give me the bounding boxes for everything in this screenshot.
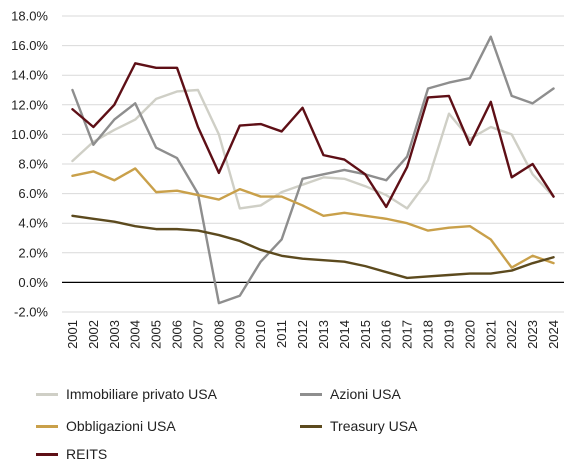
x-tick-label: 2013 bbox=[316, 320, 331, 349]
series-line-1 bbox=[71, 35, 555, 305]
legend-label: Immobiliare privato USA bbox=[66, 386, 217, 402]
x-tick-label: 2004 bbox=[128, 320, 143, 349]
x-tick-label: 2024 bbox=[546, 320, 561, 349]
y-tick-label: 10.0% bbox=[11, 127, 48, 142]
y-tick-label: 12.0% bbox=[11, 97, 48, 112]
legend-item: Azioni USA bbox=[300, 386, 401, 402]
legend-swatch bbox=[300, 392, 322, 396]
chart-plot: -2.0% 0.0% 2.0% 4.0% 6.0% 8.0% 10.0% 12.0% 14.0%… bbox=[11, 9, 564, 349]
legend-label: REITS bbox=[66, 446, 108, 462]
y-tick-label: 4.0% bbox=[18, 216, 48, 231]
legend-label: Treasury USA bbox=[330, 418, 418, 434]
x-tick-label: 2001 bbox=[65, 320, 80, 349]
chart-legend: Immobiliare privato USA Azioni USA Obbliga… bbox=[0, 376, 580, 471]
legend-item: Obbligazioni USA bbox=[36, 418, 176, 434]
series-line-3 bbox=[71, 214, 555, 280]
y-tick-label: 0.0% bbox=[18, 275, 48, 290]
x-tick-label: 2020 bbox=[462, 320, 477, 349]
x-tick-label: 2019 bbox=[441, 320, 456, 349]
x-tick-label: 2014 bbox=[337, 320, 352, 349]
legend-item: Treasury USA bbox=[300, 418, 417, 434]
legend-label: Obbligazioni USA bbox=[66, 418, 176, 434]
x-tick-label: 2015 bbox=[358, 320, 373, 349]
y-tick-label: -2.0% bbox=[14, 305, 48, 320]
x-tick-label: 2012 bbox=[295, 320, 310, 349]
legend-item: REITS bbox=[36, 446, 107, 462]
x-tick-label: 2003 bbox=[107, 320, 122, 349]
x-tick-label: 2008 bbox=[211, 320, 226, 349]
x-tick-label: 2023 bbox=[525, 320, 540, 349]
x-tick-label: 2006 bbox=[170, 320, 185, 349]
x-tick-label: 2018 bbox=[421, 320, 436, 349]
series-line-4 bbox=[71, 62, 555, 209]
legend-swatch bbox=[300, 424, 322, 428]
legend-swatch bbox=[36, 452, 58, 456]
series-line-0 bbox=[71, 88, 555, 210]
x-tick-label: 2011 bbox=[274, 320, 289, 348]
x-tick-label: 2010 bbox=[253, 320, 268, 349]
x-tick-label: 2016 bbox=[379, 320, 394, 349]
x-tick-label: 2021 bbox=[483, 320, 498, 349]
legend-swatch bbox=[36, 392, 58, 396]
series-line-2 bbox=[71, 167, 555, 269]
legend-label: Azioni USA bbox=[330, 386, 401, 402]
y-tick-label: 14.0% bbox=[11, 68, 48, 83]
x-tick-label: 2005 bbox=[149, 320, 164, 349]
y-tick-label: 18.0% bbox=[11, 9, 48, 24]
y-tick-label: 2.0% bbox=[18, 245, 48, 260]
y-tick-label: 8.0% bbox=[18, 157, 48, 172]
legend-swatch bbox=[36, 424, 58, 428]
x-tick-label: 2017 bbox=[400, 320, 415, 349]
legend-item: Immobiliare privato USA bbox=[36, 386, 217, 402]
x-tick-label: 2002 bbox=[86, 320, 101, 349]
x-tick-label: 2022 bbox=[504, 320, 519, 349]
y-tick-label: 16.0% bbox=[11, 38, 48, 53]
x-tick-label: 2007 bbox=[190, 320, 205, 349]
y-tick-label: 6.0% bbox=[18, 186, 48, 201]
x-tick-label: 2009 bbox=[232, 320, 247, 349]
